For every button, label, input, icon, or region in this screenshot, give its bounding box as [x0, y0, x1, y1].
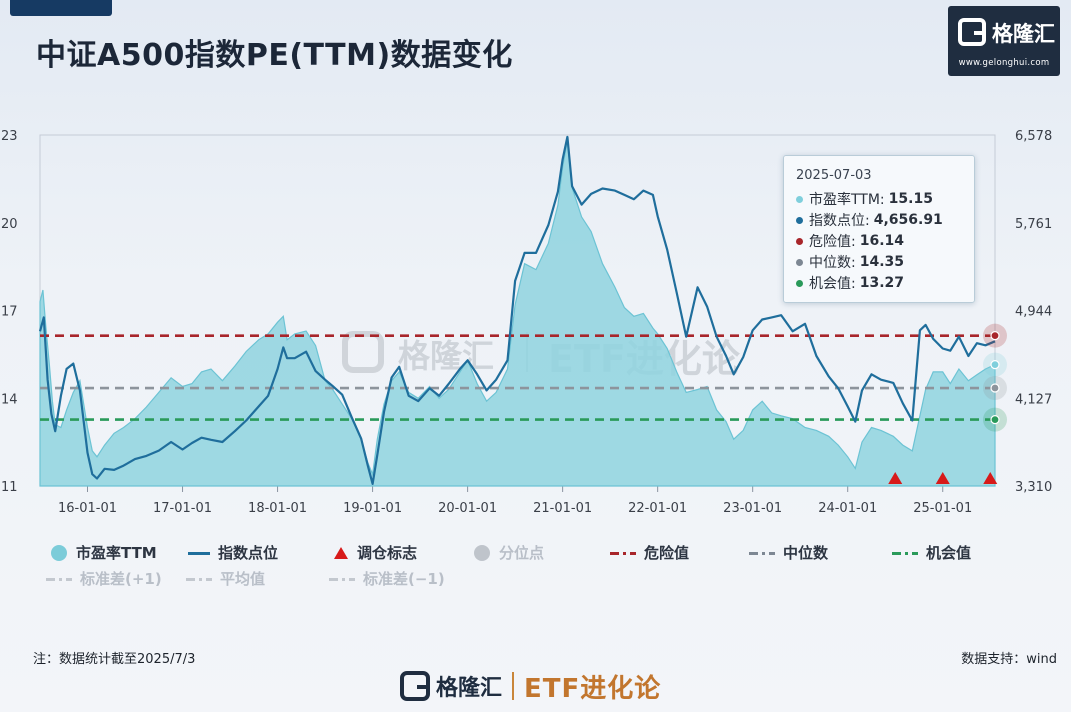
x-tick-label: 24-01-01	[818, 501, 877, 516]
x-tick-label: 21-01-01	[533, 501, 592, 516]
chart-legend: 市盈率TTM 指数点位 调仓标志 分位点 危险值 中位数 机会值 标准差(+1)…	[0, 538, 1071, 598]
gelonghui-logo: 格隆汇 www.gelonghui.com	[948, 6, 1060, 76]
legend-item-index[interactable]: 指数点位	[188, 542, 278, 563]
g-logo-icon	[958, 18, 986, 46]
tooltip-value: 16.14	[859, 233, 905, 249]
tooltip-label: 机会值:	[809, 276, 856, 292]
tooltip-dot-icon	[796, 279, 803, 287]
y-right-tick-label: 4,127	[1015, 392, 1052, 407]
x-tick-label: 25-01-01	[913, 501, 972, 516]
filled-circle-icon	[474, 544, 490, 561]
endpoint-dot	[990, 383, 1000, 393]
dashed-line-icon	[186, 577, 212, 581]
tooltip-date: 2025-07-03	[796, 168, 872, 183]
tooltip-row-median: 中位数: 14.35	[796, 252, 904, 272]
brand-name: 格隆汇	[436, 676, 503, 701]
tooltip-row-index: 指数点位: 4,656.91	[796, 210, 943, 230]
y-left-tick-label: 17	[1, 305, 18, 320]
tooltip-value: 15.15	[888, 191, 933, 207]
legend-item-average[interactable]: 平均值	[186, 568, 265, 589]
y-left-tick-label: 11	[1, 480, 18, 495]
x-tick-label: 18-01-01	[248, 501, 307, 516]
chart-title: 中证A500指数PE(TTM)数据变化	[36, 38, 513, 73]
legend-item-std-minus[interactable]: 标准差(−1)	[329, 568, 445, 589]
legend-label: 平均值	[220, 570, 266, 588]
y-left-tick-label: 23	[1, 129, 18, 144]
tooltip-label: 中位数:	[809, 255, 856, 271]
pe-ttm-area	[39, 140, 996, 487]
index-level-line	[38, 135, 996, 485]
triangle-icon	[334, 546, 348, 559]
watermark-brand: 格隆汇	[398, 337, 494, 375]
tooltip-value: 14.35	[859, 254, 905, 270]
y-right-tick-label: 4,944	[1015, 305, 1052, 320]
tooltip-value: 4,656.91	[873, 212, 943, 228]
data-note: 注：数据统计截至2025/7/3	[33, 652, 196, 667]
logo-url: www.gelonghui.com	[958, 58, 1050, 68]
chart-tooltip: 2025-07-03 市盈率TTM: 15.15 指数点位: 4,656.91 …	[783, 155, 975, 303]
tooltip-row-pe: 市盈率TTM: 15.15	[796, 189, 933, 209]
dashed-line-icon	[329, 577, 355, 581]
rebalance-marker	[983, 472, 998, 484]
endpoint-dot	[990, 415, 1000, 425]
watermark-logo-icon	[342, 331, 384, 373]
y-right-tick-label: 6,578	[1015, 129, 1052, 144]
legend-label: 机会值	[926, 544, 972, 562]
tooltip-dot-icon	[796, 258, 803, 266]
brand-tag: ETF进化论	[524, 673, 662, 704]
x-tick-label: 16-01-01	[58, 501, 117, 516]
legend-item-median[interactable]: 中位数	[749, 542, 828, 563]
legend-label: 中位数	[783, 544, 829, 562]
legend-label: 分位点	[499, 544, 545, 562]
legend-label: 指数点位	[218, 544, 279, 562]
brand-divider	[512, 672, 515, 700]
legend-item-percentile[interactable]: 分位点	[473, 542, 544, 563]
tooltip-label: 危险值:	[809, 234, 856, 250]
legend-label: 标准差(+1)	[80, 570, 162, 588]
x-tick-label: 20-01-01	[438, 501, 497, 516]
dashed-line-icon	[892, 551, 918, 555]
tooltip-row-danger: 危险值: 16.14	[796, 231, 904, 251]
x-tick-label: 19-01-01	[343, 501, 402, 516]
y-left-tick-label: 20	[1, 217, 18, 232]
legend-item-std-plus[interactable]: 标准差(+1)	[46, 568, 162, 589]
bottom-brand: 格隆汇 ETF进化论	[400, 666, 661, 706]
dashed-line-icon	[749, 551, 775, 555]
endpoint-dot	[990, 360, 1000, 370]
x-tick-label: 22-01-01	[628, 501, 687, 516]
x-tick-label: 23-01-01	[723, 501, 782, 516]
legend-item-rebalance[interactable]: 调仓标志	[333, 542, 417, 563]
y-right-tick-label: 3,310	[1015, 480, 1052, 495]
pe-chart: 23 20 17 14 11 6,578 5,761 4,944 4,127 3,310 16-01…	[1, 129, 1052, 516]
dashed-line-icon	[610, 551, 636, 555]
rebalance-marker	[888, 472, 903, 484]
line-icon	[188, 551, 210, 555]
y-right-tick-label: 5,761	[1015, 217, 1052, 232]
filled-circle-icon	[51, 544, 67, 561]
legend-label: 市盈率TTM	[76, 544, 157, 562]
tooltip-row-opportunity: 机会值: 13.27	[796, 273, 904, 293]
tooltip-dot-icon	[796, 237, 803, 245]
tooltip-label: 市盈率TTM:	[809, 192, 885, 208]
legend-label: 危险值	[644, 544, 690, 562]
logo-name: 格隆汇	[992, 22, 1055, 46]
dashed-line-icon	[46, 577, 72, 581]
legend-label: 调仓标志	[357, 544, 418, 562]
tooltip-dot-icon	[796, 216, 803, 224]
rebalance-marker	[935, 472, 950, 484]
tooltip-label: 指数点位:	[809, 213, 870, 229]
endpoint-dot	[990, 331, 1000, 341]
legend-item-danger[interactable]: 危险值	[610, 542, 689, 563]
legend-label: 标准差(−1)	[363, 570, 445, 588]
legend-item-pe[interactable]: 市盈率TTM	[50, 542, 157, 563]
x-tick-label: 17-01-01	[153, 501, 212, 516]
top-tab-decoration	[10, 0, 112, 16]
g-logo-icon	[400, 671, 430, 701]
data-source: 数据支持：wind	[961, 652, 1057, 667]
tooltip-dot-icon	[796, 195, 803, 203]
y-left-tick-label: 14	[1, 392, 18, 407]
tooltip-value: 13.27	[859, 275, 905, 291]
legend-item-opportunity[interactable]: 机会值	[892, 542, 971, 563]
